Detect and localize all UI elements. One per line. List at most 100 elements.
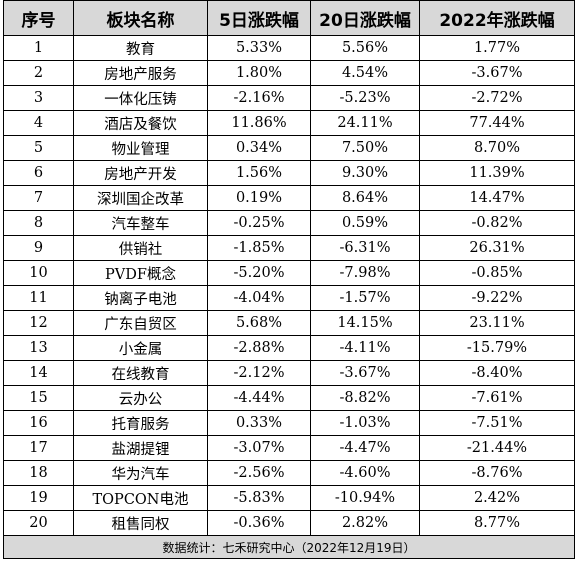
row-index: 3 — [3, 85, 74, 111]
row-index: 12 — [3, 310, 74, 336]
sector-name: 在线教育 — [73, 360, 208, 386]
row-index: 7 — [3, 185, 74, 211]
row-index: 17 — [3, 435, 74, 461]
row-index: 14 — [3, 360, 74, 386]
change-5day: 5.33% — [207, 35, 311, 61]
change-20day: 0.59% — [310, 210, 420, 236]
change-20day: -6.31% — [310, 235, 420, 261]
change-5day: -2.56% — [207, 460, 311, 486]
change-5day: 1.80% — [207, 60, 311, 86]
sector-name: 小金属 — [73, 335, 208, 361]
sector-name: 一体化压铸 — [73, 85, 208, 111]
change-2022: -3.67% — [419, 60, 575, 86]
row-index: 9 — [3, 235, 74, 261]
change-2022: 1.77% — [419, 35, 575, 61]
table-row: 9 供销社 -1.85% -6.31% 26.31% — [3, 235, 575, 261]
sector-name: 广东自贸区 — [73, 310, 208, 336]
change-20day: -1.03% — [310, 410, 420, 436]
change-5day: 5.68% — [207, 310, 311, 336]
sector-name: 酒店及餐饮 — [73, 110, 208, 136]
change-20day: -1.57% — [310, 285, 420, 311]
change-2022: -9.22% — [419, 285, 575, 311]
header-sector-name: 板块名称 — [73, 0, 208, 36]
change-2022: 26.31% — [419, 235, 575, 261]
change-20day: 24.11% — [310, 110, 420, 136]
change-2022: -15.79% — [419, 335, 575, 361]
change-2022: 77.44% — [419, 110, 575, 136]
row-index: 1 — [3, 35, 74, 61]
sector-name: 钠离子电池 — [73, 285, 208, 311]
sector-name: 供销社 — [73, 235, 208, 261]
sector-name: 深圳国企改革 — [73, 185, 208, 211]
change-5day: -1.85% — [207, 235, 311, 261]
table-row: 13 小金属 -2.88% -4.11% -15.79% — [3, 335, 575, 361]
footer-row: 数据统计：七禾研究中心（2022年12月19日） — [3, 535, 575, 559]
sector-name: 云办公 — [73, 385, 208, 411]
change-5day: 0.33% — [207, 410, 311, 436]
change-5day: -0.25% — [207, 210, 311, 236]
change-20day: 5.56% — [310, 35, 420, 61]
row-index: 10 — [3, 260, 74, 286]
change-2022: -21.44% — [419, 435, 575, 461]
change-20day: -5.23% — [310, 85, 420, 111]
sector-name: 汽车整车 — [73, 210, 208, 236]
header-2022-change: 2022年涨跌幅 — [419, 0, 575, 36]
sector-name: 盐湖提锂 — [73, 435, 208, 461]
sector-name: 房地产开发 — [73, 160, 208, 186]
table-row: 8 汽车整车 -0.25% 0.59% -0.82% — [3, 210, 575, 236]
sector-name: 托育服务 — [73, 410, 208, 436]
table-row: 6 房地产开发 1.56% 9.30% 11.39% — [3, 160, 575, 186]
change-20day: -4.60% — [310, 460, 420, 486]
change-20day: -10.94% — [310, 485, 420, 511]
sector-name: PVDF概念 — [73, 260, 208, 286]
change-5day: -2.88% — [207, 335, 311, 361]
row-index: 11 — [3, 285, 74, 311]
row-index: 4 — [3, 110, 74, 136]
table-row: 16 托育服务 0.33% -1.03% -7.51% — [3, 410, 575, 436]
change-20day: -4.11% — [310, 335, 420, 361]
sector-name: 房地产服务 — [73, 60, 208, 86]
change-2022: 8.70% — [419, 135, 575, 161]
change-5day: -2.12% — [207, 360, 311, 386]
row-index: 20 — [3, 510, 74, 536]
row-index: 8 — [3, 210, 74, 236]
header-row: 序号 板块名称 5日涨跌幅 20日涨跌幅 2022年涨跌幅 — [3, 0, 575, 36]
change-5day: 1.56% — [207, 160, 311, 186]
row-index: 5 — [3, 135, 74, 161]
row-index: 13 — [3, 335, 74, 361]
sector-name: 物业管理 — [73, 135, 208, 161]
change-5day: -5.20% — [207, 260, 311, 286]
change-5day: 11.86% — [207, 110, 311, 136]
row-index: 19 — [3, 485, 74, 511]
change-2022: -8.76% — [419, 460, 575, 486]
sector-name: 华为汽车 — [73, 460, 208, 486]
row-index: 18 — [3, 460, 74, 486]
table-row: 2 房地产服务 1.80% 4.54% -3.67% — [3, 60, 575, 86]
table-header: 序号 板块名称 5日涨跌幅 20日涨跌幅 2022年涨跌幅 — [3, 0, 575, 36]
change-5day: 0.34% — [207, 135, 311, 161]
change-2022: -7.61% — [419, 385, 575, 411]
table-row: 17 盐湖提锂 -3.07% -4.47% -21.44% — [3, 435, 575, 461]
sector-performance-table: 序号 板块名称 5日涨跌幅 20日涨跌幅 2022年涨跌幅 1 教育 5.33% 5.… — [3, 0, 575, 559]
change-20day: -3.67% — [310, 360, 420, 386]
sector-performance-table-container: 序号 板块名称 5日涨跌幅 20日涨跌幅 2022年涨跌幅 1 教育 5.33% 5.… — [3, 0, 575, 559]
change-5day: -4.04% — [207, 285, 311, 311]
header-5day-change: 5日涨跌幅 — [207, 0, 311, 36]
change-5day: -4.44% — [207, 385, 311, 411]
header-index: 序号 — [3, 0, 74, 36]
table-row: 14 在线教育 -2.12% -3.67% -8.40% — [3, 360, 575, 386]
row-index: 16 — [3, 410, 74, 436]
change-2022: -7.51% — [419, 410, 575, 436]
change-5day: -3.07% — [207, 435, 311, 461]
change-20day: -8.82% — [310, 385, 420, 411]
change-5day: 0.19% — [207, 185, 311, 211]
table-row: 10 PVDF概念 -5.20% -7.98% -0.85% — [3, 260, 575, 286]
table-row: 7 深圳国企改革 0.19% 8.64% 14.47% — [3, 185, 575, 211]
change-2022: -0.85% — [419, 260, 575, 286]
sector-name: TOPCON电池 — [73, 485, 208, 511]
table-row: 11 钠离子电池 -4.04% -1.57% -9.22% — [3, 285, 575, 311]
change-20day: 9.30% — [310, 160, 420, 186]
change-2022: -2.72% — [419, 85, 575, 111]
header-20day-change: 20日涨跌幅 — [310, 0, 420, 36]
table-row: 3 一体化压铸 -2.16% -5.23% -2.72% — [3, 85, 575, 111]
